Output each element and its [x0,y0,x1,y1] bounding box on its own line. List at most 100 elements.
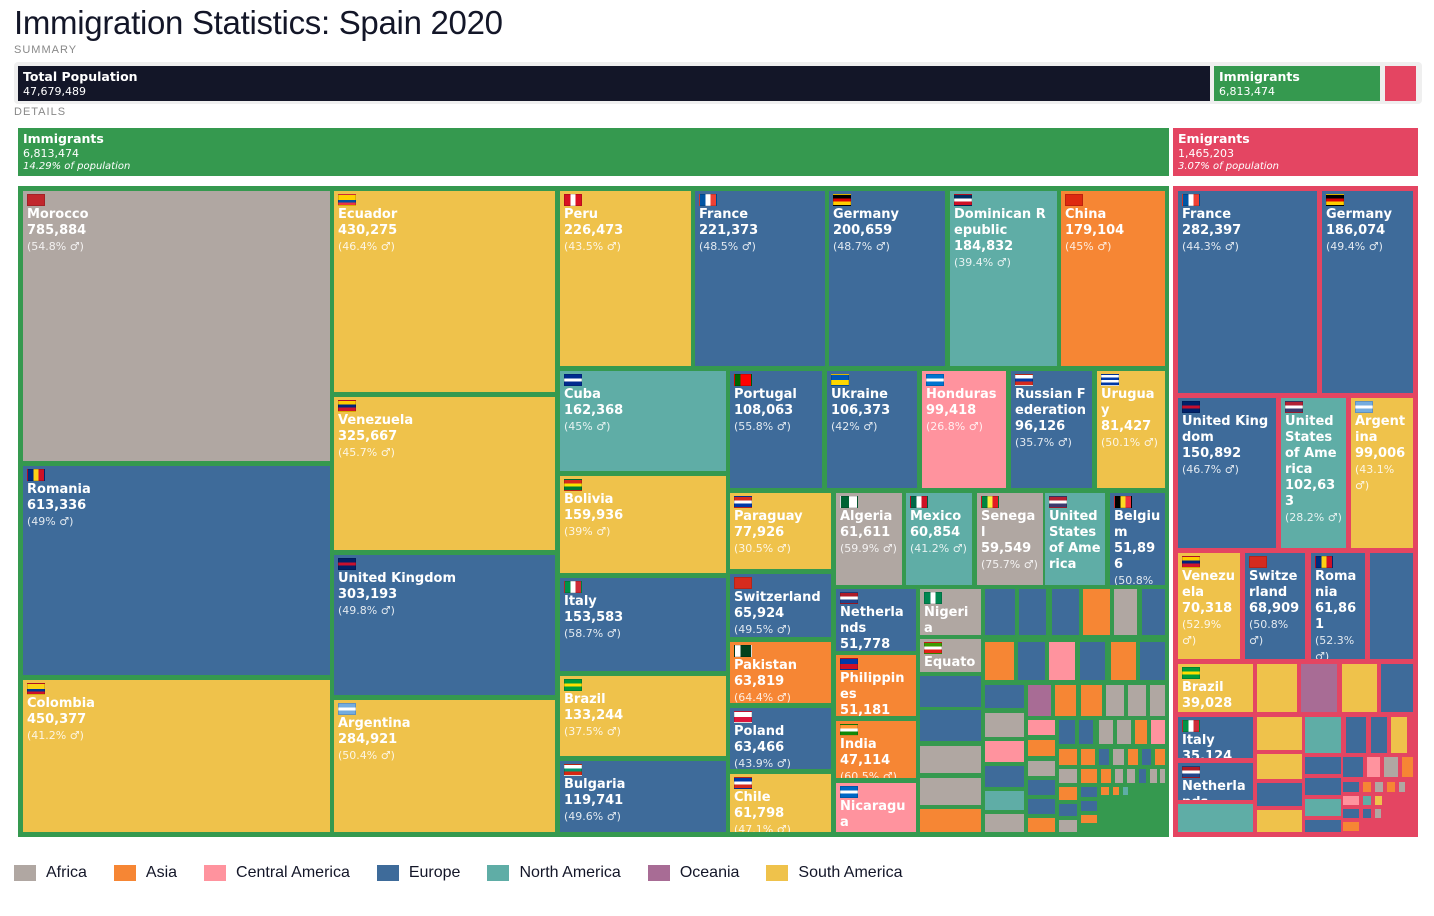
small-tile[interactable] [1019,589,1046,635]
immigrants-tile-philippines[interactable]: Philippines 51,181 [836,655,916,716]
small-tile[interactable] [1101,769,1111,783]
immigrants-tile-chile[interactable]: Chile 61,798 (47.1% ♂) [730,774,831,832]
immigrants-tile-venezuela[interactable]: Venezuela 325,667 (45.7% ♂) [334,397,555,550]
small-tile[interactable] [1028,761,1055,776]
immigrants-tile-paraguay[interactable]: Paraguay 77,926 (30.5% ♂) [730,493,831,569]
small-tile[interactable] [1160,769,1165,783]
small-tile[interactable] [1305,820,1341,832]
small-tile[interactable] [1155,749,1165,765]
small-tile[interactable] [1099,720,1113,744]
small-tile[interactable] [1018,642,1045,680]
immigrants-tile-poland[interactable]: Poland 63,466 (43.9% ♂) [730,708,831,769]
legend-item-north-america[interactable]: North America [487,864,621,882]
small-tile[interactable] [1081,787,1097,797]
small-tile[interactable] [1028,685,1051,716]
legend-item-central-america[interactable]: Central America [204,864,350,882]
legend-item-south-america[interactable]: South America [766,864,902,882]
emigrants-tile-italy[interactable]: Italy 35,124 [1178,717,1253,758]
small-tile[interactable] [920,710,981,741]
small-tile[interactable] [920,778,981,805]
small-tile[interactable] [1363,809,1371,818]
small-tile[interactable] [1363,782,1371,792]
small-tile[interactable] [920,746,981,773]
small-tile[interactable] [1371,717,1387,753]
small-tile[interactable] [1059,804,1077,816]
small-tile[interactable] [1375,796,1382,805]
immigrants-tile-uruguay[interactable]: Uruguay 81,427 (50.1% ♂) [1097,371,1165,488]
immigrants-tile-ecuador[interactable]: Ecuador 430,275 (46.4% ♂) [334,191,555,392]
immigrants-tile-brazil[interactable]: Brazil 133,244 (37.5% ♂) [560,676,726,756]
immigrants-tile-france[interactable]: France 221,373 (48.5% ♂) [695,191,825,366]
total-population-block[interactable]: Total Population 47,679,489 [18,66,1210,101]
immigrants-tile-switzerland[interactable]: Switzerland 65,924 (49.5% ♂) [730,574,831,637]
immigrants-tile-dominican-republic[interactable]: Dominican Republic 184,832 (39.4% ♂) [950,191,1057,366]
immigrants-tile-pakistan[interactable]: Pakistan 63,819 (64.4% ♂) [730,642,831,703]
small-tile[interactable] [1113,749,1124,765]
immigrants-tile-nicaragua[interactable]: Nicaragua42,784 [836,783,916,832]
immigrants-tile-belgium[interactable]: Belgium 51,896 (50.8% [1110,493,1165,585]
immigrants-tile-india[interactable]: India 47,114 (60.5% ♂) [836,721,916,778]
small-tile[interactable] [985,766,1024,787]
small-tile[interactable] [1257,717,1302,750]
legend-item-europe[interactable]: Europe [376,864,460,882]
small-tile[interactable] [1059,749,1077,765]
immigrants-tile-united-states-of-america[interactable]: United States of America [1045,493,1105,585]
legend-item-asia[interactable]: Asia [113,864,177,882]
immigrants-tile-ukraine[interactable]: Ukraine 106,373 (42% ♂) [827,371,917,488]
small-tile[interactable] [1028,740,1055,756]
small-tile[interactable] [1343,757,1363,777]
small-tile[interactable] [1101,787,1109,795]
immigrants-tile-peru[interactable]: Peru 226,473 (43.5% ♂) [560,191,691,366]
small-tile[interactable] [1028,720,1055,735]
immigrants-tile-russian-federation[interactable]: Russian Federation 96,126 (35.7% ♂) [1011,371,1092,488]
small-tile[interactable] [1343,822,1359,831]
small-tile[interactable] [1178,804,1253,832]
small-tile[interactable] [985,642,1014,680]
immigrants-tile-china[interactable]: China 179,104 (45% ♂) [1061,191,1165,366]
small-tile[interactable] [1301,664,1337,712]
small-tile[interactable] [985,713,1024,737]
emigrants-tile-france[interactable]: France 282,397 (44.3% ♂) [1178,191,1317,393]
immigrants-tile-honduras[interactable]: Honduras 99,418 (26.8% ♂) [922,371,1006,488]
immigrants-tile-bulgaria[interactable]: Bulgaria 119,741 (49.6% ♂) [560,761,726,832]
summary-emigrants-block[interactable] [1385,66,1416,101]
emigrants-tile-switzerland[interactable]: Switzerland 68,909 (50.8% ♂) [1245,553,1305,659]
small-tile[interactable] [1123,787,1128,795]
emigrants-tile-united-kingdom[interactable]: United Kingdom 150,892 (46.7% ♂) [1178,398,1276,548]
small-tile[interactable] [1083,589,1110,635]
small-tile[interactable] [1142,589,1165,635]
immigrants-tile-united-kingdom[interactable]: United Kingdom 303,193 (49.8% ♂) [334,555,555,695]
small-tile[interactable] [1028,818,1055,832]
small-tile[interactable] [985,685,1024,708]
immigrants-tile-nigeria[interactable]: Nigeria29,016 [920,589,981,635]
small-tile[interactable] [1113,787,1119,795]
immigrants-tile-bolivia[interactable]: Bolivia 159,936 (39% ♂) [560,476,726,573]
small-tile[interactable] [1127,769,1135,783]
immigrants-header[interactable]: Immigrants 6,813,474 14.29% of populatio… [18,128,1169,176]
emigrants-tile-united-states-of-america[interactable]: United States of America 102,633 (28.2% ♂) [1281,398,1346,548]
emigrants-tile-germany[interactable]: Germany 186,074 (49.4% ♂) [1322,191,1413,393]
small-tile[interactable] [1305,717,1341,753]
immigrants-tile-colombia[interactable]: Colombia 450,377 (41.2% ♂) [23,680,330,832]
small-tile[interactable] [920,809,981,832]
small-tile[interactable] [1375,782,1383,792]
small-tile[interactable] [1151,720,1165,744]
small-tile[interactable] [1128,749,1138,765]
summary-immigrants-block[interactable]: Immigrants 6,813,474 [1214,66,1380,101]
small-tile[interactable] [1059,787,1077,800]
emigrants-tile-brazil[interactable]: Brazil 39,028 [1178,664,1253,712]
small-tile[interactable] [1140,642,1165,680]
small-tile[interactable] [1099,749,1109,765]
immigrants-tile-netherlands[interactable]: Netherlands 51,778 [836,589,916,651]
small-tile[interactable] [1142,749,1151,765]
small-tile[interactable] [1049,642,1075,680]
small-tile[interactable] [1257,783,1302,806]
small-tile[interactable] [920,676,981,707]
legend-item-africa[interactable]: Africa [14,864,87,882]
small-tile[interactable] [985,814,1024,832]
small-tile[interactable] [1139,769,1146,783]
small-tile[interactable] [1135,720,1147,744]
small-tile[interactable] [1342,664,1377,712]
small-tile[interactable] [1052,589,1079,635]
immigrants-tile-mexico[interactable]: Mexico 60,854 (41.2% ♂) [906,493,972,585]
